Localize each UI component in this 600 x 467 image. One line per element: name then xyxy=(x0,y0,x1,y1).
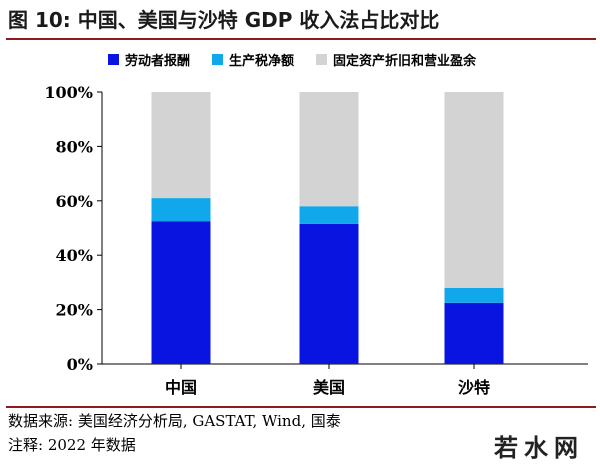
chart-title: 图 10: 中国、美国与沙特 GDP 收入法占比对比 xyxy=(8,8,440,32)
y-tick-label: 100% xyxy=(44,83,93,102)
bar-segment xyxy=(444,287,504,303)
legend-label-labor-compensation: 劳动者报酬 xyxy=(125,54,191,69)
y-tick-label: 60% xyxy=(56,192,93,211)
bar-segment xyxy=(444,302,504,364)
legend-swatch-depreciation-surplus xyxy=(316,54,328,65)
remark-note: 注释: 2022 年数据 xyxy=(8,436,136,454)
y-tick-label: 0% xyxy=(67,355,93,374)
bar-segment xyxy=(299,92,359,207)
y-tick-label: 80% xyxy=(56,137,93,156)
legend-item-labor-compensation: 劳动者报酬 xyxy=(108,50,190,69)
chart-legend: 劳动者报酬 生产税净额 固定资产折旧和营业盈余 xyxy=(108,50,498,69)
x-tick-label: 美国 xyxy=(313,378,345,397)
bar-segment xyxy=(151,92,211,199)
bar-segment xyxy=(151,198,211,222)
legend-item-depreciation-surplus: 固定资产折旧和营业盈余 xyxy=(316,50,476,69)
source-note: 数据来源: 美国经济分析局, GASTAT, Wind, 国泰 xyxy=(8,412,341,430)
bar-segment xyxy=(444,92,504,288)
footer-divider xyxy=(6,406,596,408)
bar-segment xyxy=(151,221,211,364)
bar-segment xyxy=(299,206,359,224)
legend-label-depreciation-surplus: 固定资产折旧和营业盈余 xyxy=(333,54,477,69)
legend-item-net-production-tax: 生产税净额 xyxy=(212,50,294,69)
legend-swatch-net-production-tax xyxy=(212,54,224,65)
legend-label-net-production-tax: 生产税净额 xyxy=(229,54,295,69)
title-divider xyxy=(6,38,596,40)
x-tick-label: 沙特 xyxy=(458,378,490,397)
x-tick-label: 中国 xyxy=(165,378,197,397)
y-tick-label: 20% xyxy=(56,301,93,320)
bar-segment xyxy=(299,223,359,364)
y-tick-label: 40% xyxy=(56,246,93,265)
legend-swatch-labor-compensation xyxy=(108,54,119,65)
watermark-logo: 若水网 xyxy=(490,428,588,463)
